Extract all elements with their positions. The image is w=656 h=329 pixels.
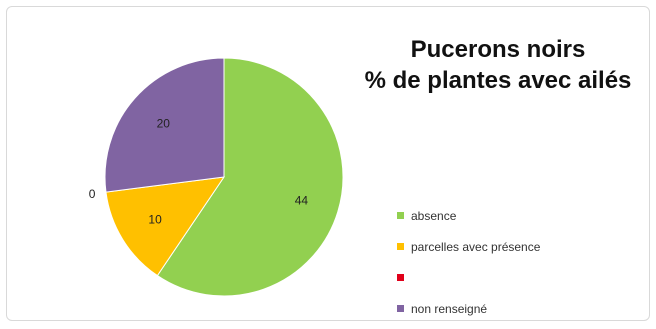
chart-title-line-2: % de plantes avec ailés xyxy=(364,67,632,94)
pie-slice xyxy=(104,57,225,193)
legend-label: absence xyxy=(411,208,457,223)
legend-swatch-icon xyxy=(397,243,404,250)
legend-swatch-icon xyxy=(397,274,404,281)
legend-label: parcelles avec présence xyxy=(411,239,541,254)
pie-data-label: 20 xyxy=(157,117,171,131)
legend-swatch-icon xyxy=(397,305,404,312)
chart-title-line-1: Pucerons noirs xyxy=(410,36,586,63)
pie-data-label: 44 xyxy=(295,194,309,208)
legend-label: non renseigné xyxy=(411,301,488,316)
legend-item: non renseigné xyxy=(397,293,540,324)
pie-slice xyxy=(105,176,226,277)
legend-item: parcelles avec présence xyxy=(397,231,540,262)
legend-swatch-icon xyxy=(397,212,404,219)
legend-item: absence xyxy=(397,200,540,231)
chart-title: Pucerons noirs % de plantes avec ailés xyxy=(338,34,656,96)
pie-data-label: 10 xyxy=(148,212,162,226)
chart-legend: absence parcelles avec présence non rens… xyxy=(397,200,540,324)
pie-data-label: 0 xyxy=(89,187,96,201)
pie-slice xyxy=(156,57,344,297)
legend-item xyxy=(397,262,540,293)
